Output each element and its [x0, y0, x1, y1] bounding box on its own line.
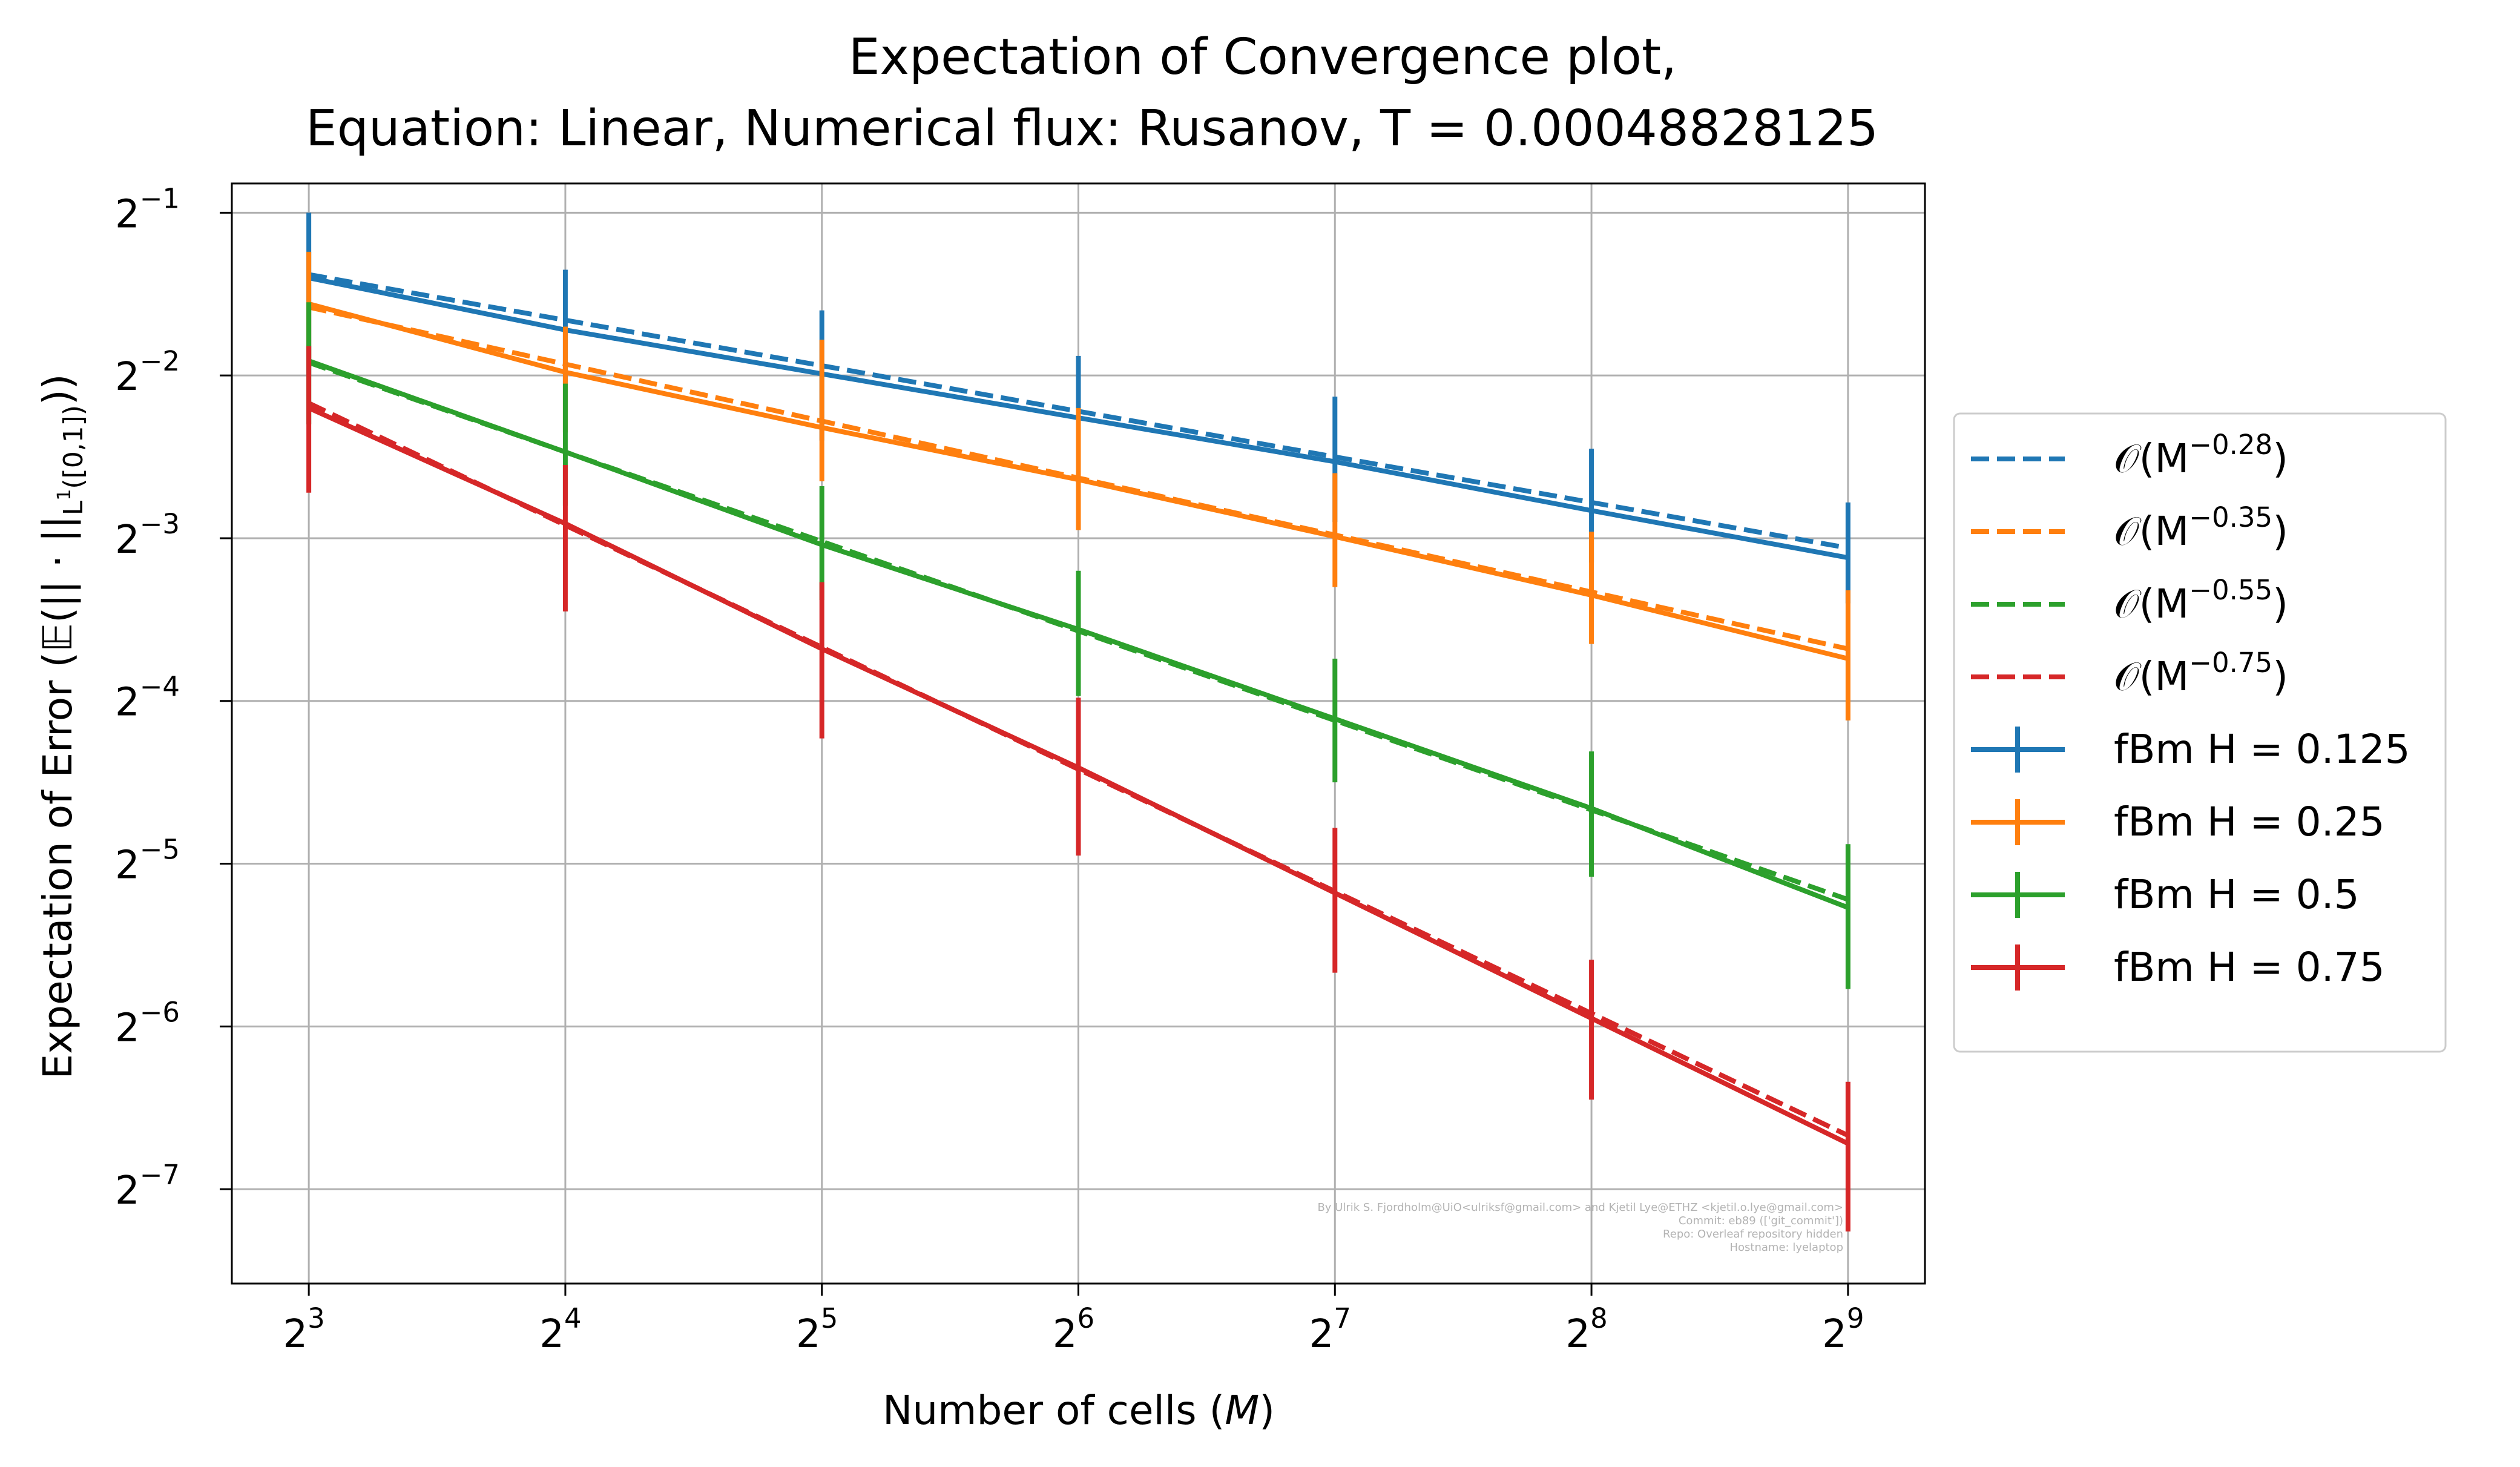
- series-group: [306, 346, 1851, 1231]
- y-tick-label: 2−2: [115, 345, 180, 400]
- x-tick-label: 26: [1053, 1302, 1094, 1357]
- x-tick-label: 24: [539, 1302, 581, 1357]
- legend-entry: 𝒪(M−0.28): [1971, 429, 2288, 482]
- legend-label: 𝒪(M−0.75): [2114, 647, 2288, 700]
- watermark: By Ulrik S. Fjordholm@UiO<ulriksf@gmail.…: [1317, 1201, 1843, 1254]
- x-tick-label: 28: [1565, 1302, 1607, 1357]
- chart-title-line-1: Expectation of Convergence plot,: [849, 28, 1677, 86]
- watermark-line: Repo: Overleaf repository hidden: [1663, 1228, 1843, 1241]
- legend-entry: fBm H = 0.25: [1971, 799, 2385, 845]
- legend-entries: 𝒪(M−0.28) 𝒪(M−0.35) 𝒪(M−0.55) 𝒪(M−0.75) fBm …: [1971, 429, 2410, 991]
- legend-label: 𝒪(M−0.28): [2114, 429, 2288, 482]
- legend-entry: fBm H = 0.75: [1971, 944, 2385, 991]
- legend-entry: 𝒪(M−0.75): [1971, 647, 2288, 700]
- x-tick-label: 27: [1309, 1302, 1351, 1357]
- y-tick-label: 2−6: [115, 996, 180, 1050]
- x-tick-label: 29: [1822, 1302, 1864, 1357]
- x-axis-label: Number of cells (M): [883, 1387, 1275, 1434]
- legend-entry: 𝒪(M−0.55): [1971, 574, 2288, 627]
- legend-entry: fBm H = 0.5: [1971, 871, 2360, 918]
- legend-label: fBm H = 0.5: [2114, 871, 2360, 918]
- legend-entry: 𝒪(M−0.35): [1971, 501, 2288, 555]
- x-tick-label: 25: [796, 1302, 838, 1357]
- legend-label: 𝒪(M−0.55): [2114, 574, 2288, 627]
- x-tick-label: 23: [283, 1302, 324, 1357]
- legend: 𝒪(M−0.28) 𝒪(M−0.35) 𝒪(M−0.55) 𝒪(M−0.75) fBm …: [1953, 412, 2447, 1053]
- legend-box: [1953, 412, 2447, 1053]
- x-axis-ticks: 23 24 25 26 27 28 29: [283, 1284, 1864, 1357]
- y-tick-label: 2−7: [115, 1159, 180, 1213]
- watermark-line: Commit: eb89 (['git_commit']): [1679, 1215, 1843, 1227]
- watermark-line: By Ulrik S. Fjordholm@UiO<ulriksf@gmail.…: [1317, 1201, 1843, 1214]
- y-tick-label: 2−5: [115, 834, 180, 888]
- y-axis-ticks: 2−1 2−2 2−3 2−4 2−5 2−6 2−7: [115, 182, 232, 1213]
- legend-label: fBm H = 0.25: [2114, 799, 2385, 845]
- legend-label: fBm H = 0.75: [2114, 944, 2385, 991]
- y-tick-label: 2−3: [115, 508, 180, 562]
- y-tick-label: 2−1: [115, 182, 180, 237]
- y-tick-label: 2−4: [115, 671, 180, 725]
- data-series: [306, 213, 1851, 1231]
- legend-label: fBm H = 0.125: [2114, 726, 2410, 773]
- legend-entry: fBm H = 0.125: [1971, 726, 2410, 773]
- legend-label: 𝒪(M−0.35): [2114, 501, 2288, 555]
- chart-title-line-2: Equation: Linear, Numerical flux: Rusano…: [306, 100, 1878, 157]
- watermark-line: Hostname: lyelaptop: [1730, 1241, 1844, 1254]
